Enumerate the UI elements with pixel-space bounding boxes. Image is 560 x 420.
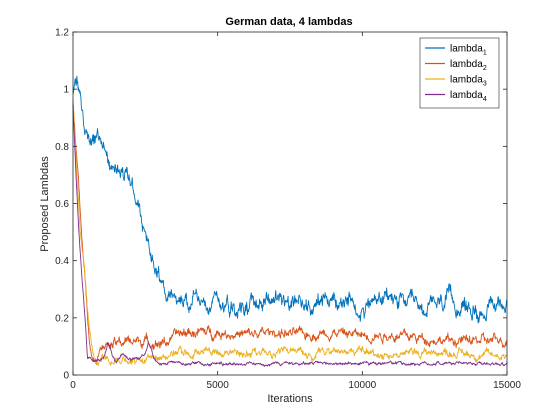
series-line-lambda-3	[72, 101, 508, 366]
chart-title: German data, 4 lambdas	[225, 16, 352, 28]
legend-box	[419, 37, 500, 109]
y-tick-label: 0.2	[55, 313, 69, 324]
ticks-layer: 0 5000 10000 15000 0 0.2 0.4 0.6 0.8 1 1.2	[55, 28, 521, 392]
y-tick-label: 0.4	[55, 256, 69, 267]
x-tick-label: 5000	[207, 380, 230, 391]
legend-label: lambda3	[450, 75, 487, 88]
y-tick-label: 0.6	[55, 199, 69, 210]
legend-label: lambda1	[450, 44, 487, 57]
y-tick-label: 0.8	[55, 142, 69, 153]
y-axis-label: Proposed Lambdas	[39, 156, 51, 252]
x-tick-label: 15000	[493, 380, 521, 391]
legend: lambda1 lambda2 lambda3 lambda4	[419, 37, 500, 109]
series-line-lambda-1	[72, 75, 508, 324]
x-tick-label: 0	[70, 380, 76, 391]
legend-label: lambda4	[450, 90, 487, 103]
series-line-lambda-2	[72, 99, 508, 365]
x-axis-label: Iterations	[267, 393, 313, 405]
legend-label: lambda2	[450, 59, 487, 72]
series-line-lambda-4	[72, 104, 508, 367]
x-tick-label: 10000	[348, 380, 376, 391]
y-tick-label: 1	[63, 85, 69, 96]
y-tick-label: 0	[63, 371, 69, 382]
series-layer	[72, 75, 508, 367]
y-tick-label: 1.2	[55, 28, 69, 39]
